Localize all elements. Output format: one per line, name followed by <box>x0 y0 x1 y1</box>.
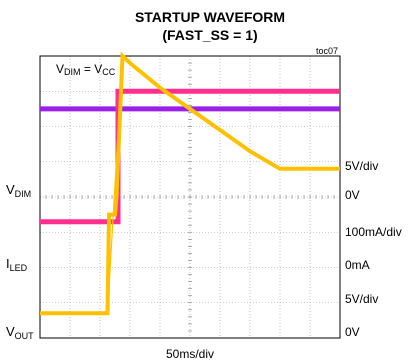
right-label-6: 0V <box>345 325 360 339</box>
series-trace-3 <box>40 51 340 316</box>
x-axis-label: 50ms/div <box>166 347 214 361</box>
left-label-dim: VDIM <box>6 182 31 199</box>
chart-title-line2: (FAST_SS = 1) <box>162 27 257 43</box>
plot-border <box>39 55 341 339</box>
right-label-5: 5V/div <box>345 292 378 306</box>
left-channel-labels: VDIM ILED VOUT <box>6 182 34 341</box>
right-label-1: 5V/div <box>345 159 378 173</box>
right-label-4: 0mA <box>345 258 370 272</box>
waveform-traces <box>40 51 340 316</box>
right-label-2: 0V <box>345 188 360 202</box>
left-label-out: VOUT <box>6 324 34 341</box>
plot-grid <box>39 55 341 339</box>
series-trace-3-edge <box>106 55 124 314</box>
right-label-3: 100mA/div <box>345 225 402 239</box>
right-scale-labels: 5V/div 0V 100mA/div 0mA 5V/div 0V <box>345 159 402 339</box>
condition-label: VDIM = VCC <box>56 62 116 77</box>
series-trace-2 <box>40 88 340 225</box>
chart-title-line1: STARTUP WAVEFORM <box>135 9 285 25</box>
figure-id: toc07 <box>316 46 338 56</box>
left-label-led: ILED <box>6 256 28 273</box>
